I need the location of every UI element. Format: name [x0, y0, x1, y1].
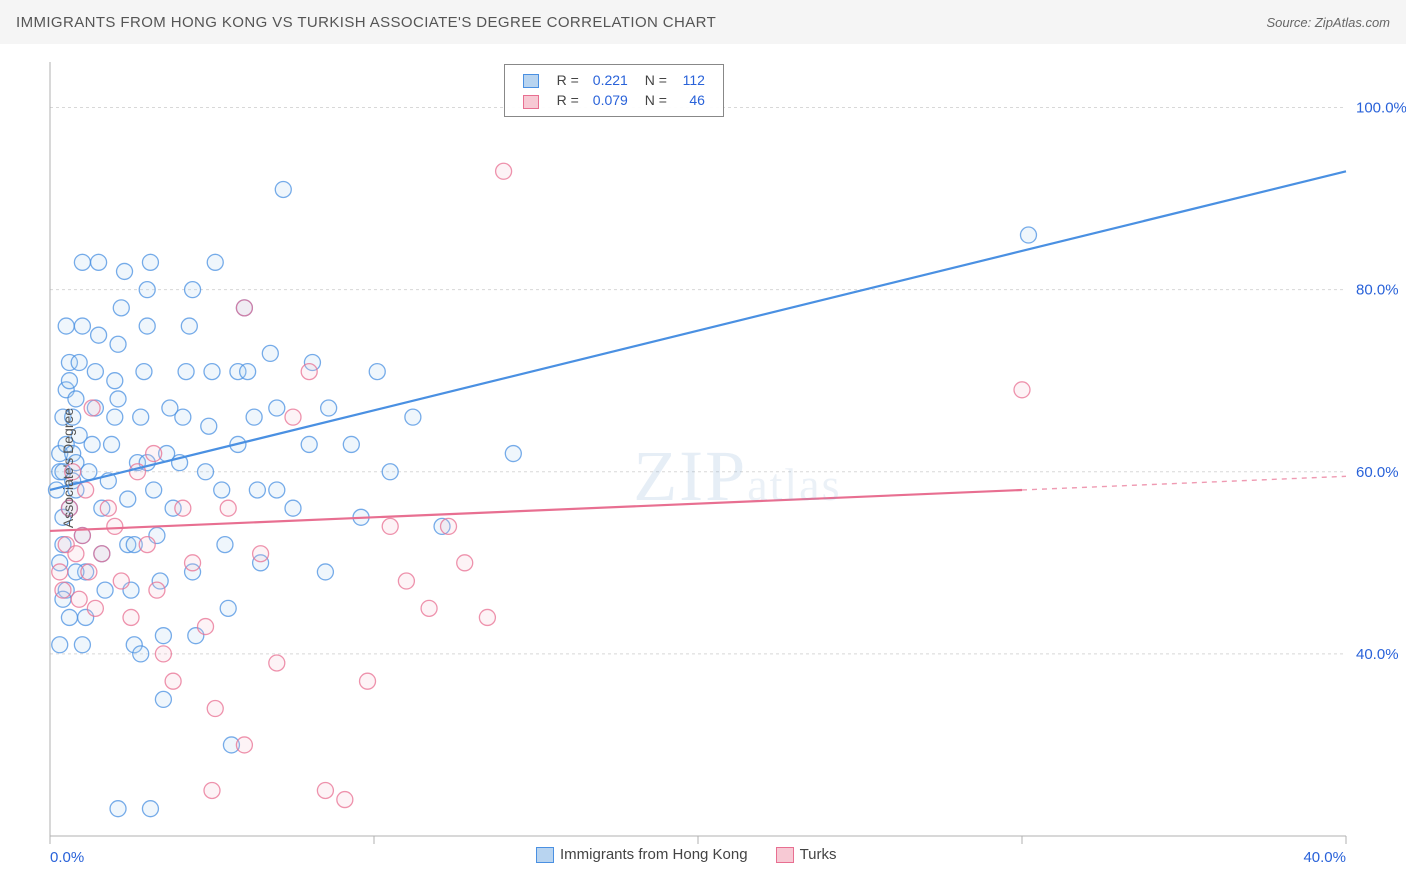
chart-title: IMMIGRANTS FROM HONG KONG VS TURKISH ASS…	[16, 14, 716, 31]
source-label: Source: ZipAtlas.com	[1266, 15, 1390, 30]
chart-area: Associate's Degree 40.0% 60.0% 80.0% 100.0%…	[0, 44, 1406, 892]
svg-text:80.0%: 80.0%	[1356, 282, 1399, 299]
legend-item: Immigrants from Hong Kong	[536, 846, 748, 863]
legend-item: Turks	[776, 846, 837, 863]
correlation-legend: R =0.221N =112R =0.079N =46	[504, 64, 724, 117]
scatter-chart: 40.0% 60.0% 80.0% 100.0% 0.0% 40.0%	[0, 44, 1406, 892]
y-axis-label: Associate's Degree	[60, 408, 76, 528]
chart-header: IMMIGRANTS FROM HONG KONG VS TURKISH ASS…	[0, 0, 1406, 44]
svg-text:0.0%: 0.0%	[50, 849, 84, 866]
series-legend: Immigrants from Hong Kong Turks	[536, 846, 837, 863]
svg-text:40.0%: 40.0%	[1303, 849, 1346, 866]
svg-text:60.0%: 60.0%	[1356, 464, 1399, 481]
svg-text:40.0%: 40.0%	[1356, 646, 1399, 663]
svg-text:100.0%: 100.0%	[1356, 100, 1406, 117]
